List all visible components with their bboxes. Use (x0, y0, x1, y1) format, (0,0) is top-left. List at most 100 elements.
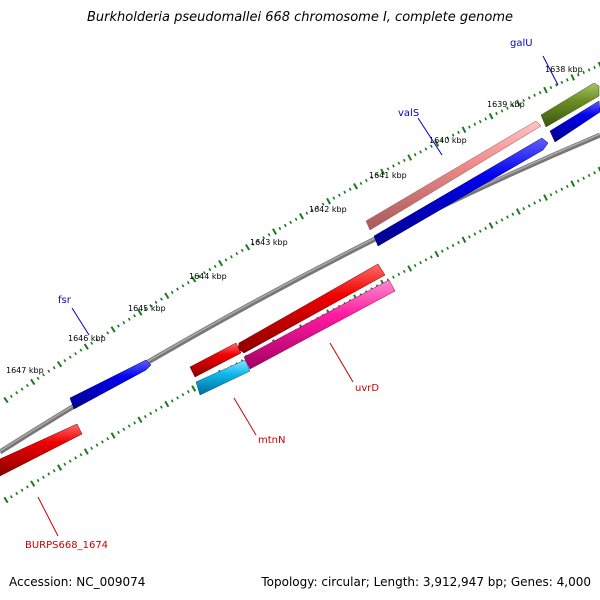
tick-mark (413, 153, 417, 157)
tick-mark (402, 269, 406, 273)
tick-mark (440, 249, 444, 253)
tick-mark (9, 495, 13, 499)
tick-mark (533, 93, 536, 97)
tick-mark (106, 437, 110, 441)
tick-mark (538, 198, 542, 202)
tick-mark (79, 453, 83, 457)
tick-mark (500, 218, 504, 222)
tick-label: 1647 kbp (6, 366, 44, 375)
tick-mark (429, 255, 433, 259)
tick-mark (511, 212, 515, 216)
tick-mark (424, 258, 428, 262)
tick-mark (397, 161, 401, 165)
tick-label: 1645 kbp (128, 304, 166, 313)
tick-mark (461, 126, 467, 134)
tick-mark (560, 187, 564, 191)
tick-mark (160, 405, 163, 409)
tick-label: 1646 kbp (68, 334, 106, 343)
tick-mark (143, 414, 147, 419)
tick-mark (484, 117, 488, 121)
tick-mark (478, 119, 482, 124)
tick-mark (133, 314, 136, 318)
tick-mark (446, 136, 450, 140)
tick-mark (213, 264, 217, 269)
gene-valS[interactable] (365, 120, 542, 231)
tick-mark (434, 250, 440, 258)
tick-mark (164, 292, 170, 300)
tick-mark (83, 448, 89, 455)
tick-mark (208, 267, 212, 272)
gene-label-uvrD[interactable]: uvrD (355, 383, 379, 394)
gene-red-reverse-2[interactable] (189, 342, 242, 378)
gene-blue-forward-1[interactable] (549, 100, 600, 143)
tick-mark (160, 297, 163, 301)
gene-fsr[interactable] (69, 359, 152, 410)
tick-mark (353, 183, 358, 190)
tick-mark (230, 255, 233, 259)
tick-label: 1643 kbp (250, 238, 288, 247)
tick-mark (440, 139, 444, 143)
tick-mark (597, 166, 600, 173)
gene-uvrD[interactable] (243, 279, 396, 370)
tick-mark (533, 201, 537, 205)
tick-mark (375, 173, 379, 177)
gene-mtnN[interactable] (195, 359, 251, 396)
tick-mark (176, 396, 179, 400)
tick-mark (181, 393, 185, 397)
tick-mark (337, 193, 341, 197)
gene-BURPS668_1674[interactable] (0, 423, 83, 477)
tick-mark (522, 207, 526, 211)
gene-blue-forward-2[interactable] (373, 137, 549, 247)
tick-mark (74, 456, 77, 460)
gene-label-galU[interactable]: galU (510, 38, 533, 49)
tick-mark (332, 196, 336, 200)
tick-mark (506, 106, 509, 110)
tick-mark (170, 290, 174, 295)
tick-mark (256, 239, 260, 243)
tick-mark (587, 68, 591, 72)
gene-label-fsr[interactable]: fsr (58, 295, 72, 306)
tick-mark (402, 158, 406, 162)
tick-mark (52, 366, 56, 370)
tick-mark (15, 391, 19, 395)
gene-galU[interactable] (540, 82, 600, 128)
tick-mark (506, 215, 509, 219)
tick-mark (30, 480, 36, 487)
tick-mark (582, 176, 586, 180)
tick-mark (20, 387, 24, 391)
tick-mark (294, 217, 298, 221)
tick-mark (3, 496, 9, 504)
tick-mark (495, 221, 498, 225)
gene-label-valS[interactable]: valS (398, 108, 419, 119)
genome-stats-text: Topology: circular; Length: 3,912,947 bp… (261, 575, 591, 589)
tick-mark (218, 259, 224, 267)
tick-mark (20, 488, 24, 492)
tick-mark (110, 432, 116, 439)
tick-mark (407, 265, 413, 272)
tick-mark (278, 226, 282, 231)
tick-mark (191, 276, 197, 283)
tick-mark (582, 70, 585, 75)
tick-mark (495, 111, 498, 116)
gene-label-mtnN[interactable]: mtnN (258, 435, 285, 446)
tick-mark (549, 85, 553, 90)
tick-mark (3, 396, 9, 404)
tick-mark (68, 355, 72, 359)
tick-mark (117, 430, 120, 435)
tick-mark (473, 122, 477, 126)
tick-mark (468, 125, 471, 129)
tick-mark (36, 478, 40, 483)
tick-mark (527, 204, 531, 208)
tick-mark (522, 98, 526, 103)
tick-mark (197, 274, 201, 278)
tick-mark (164, 400, 170, 408)
tick-mark (224, 258, 228, 262)
tick-mark (515, 99, 521, 107)
tick-mark (515, 208, 521, 215)
tick-mark (240, 248, 244, 253)
tick-mark (181, 284, 185, 288)
tick-label: 1641 kbp (369, 171, 407, 180)
tick-mark (348, 187, 352, 191)
outer-tick-track (3, 61, 600, 404)
gene-label-BURPS668_1674[interactable]: BURPS668_1674 (25, 540, 108, 551)
